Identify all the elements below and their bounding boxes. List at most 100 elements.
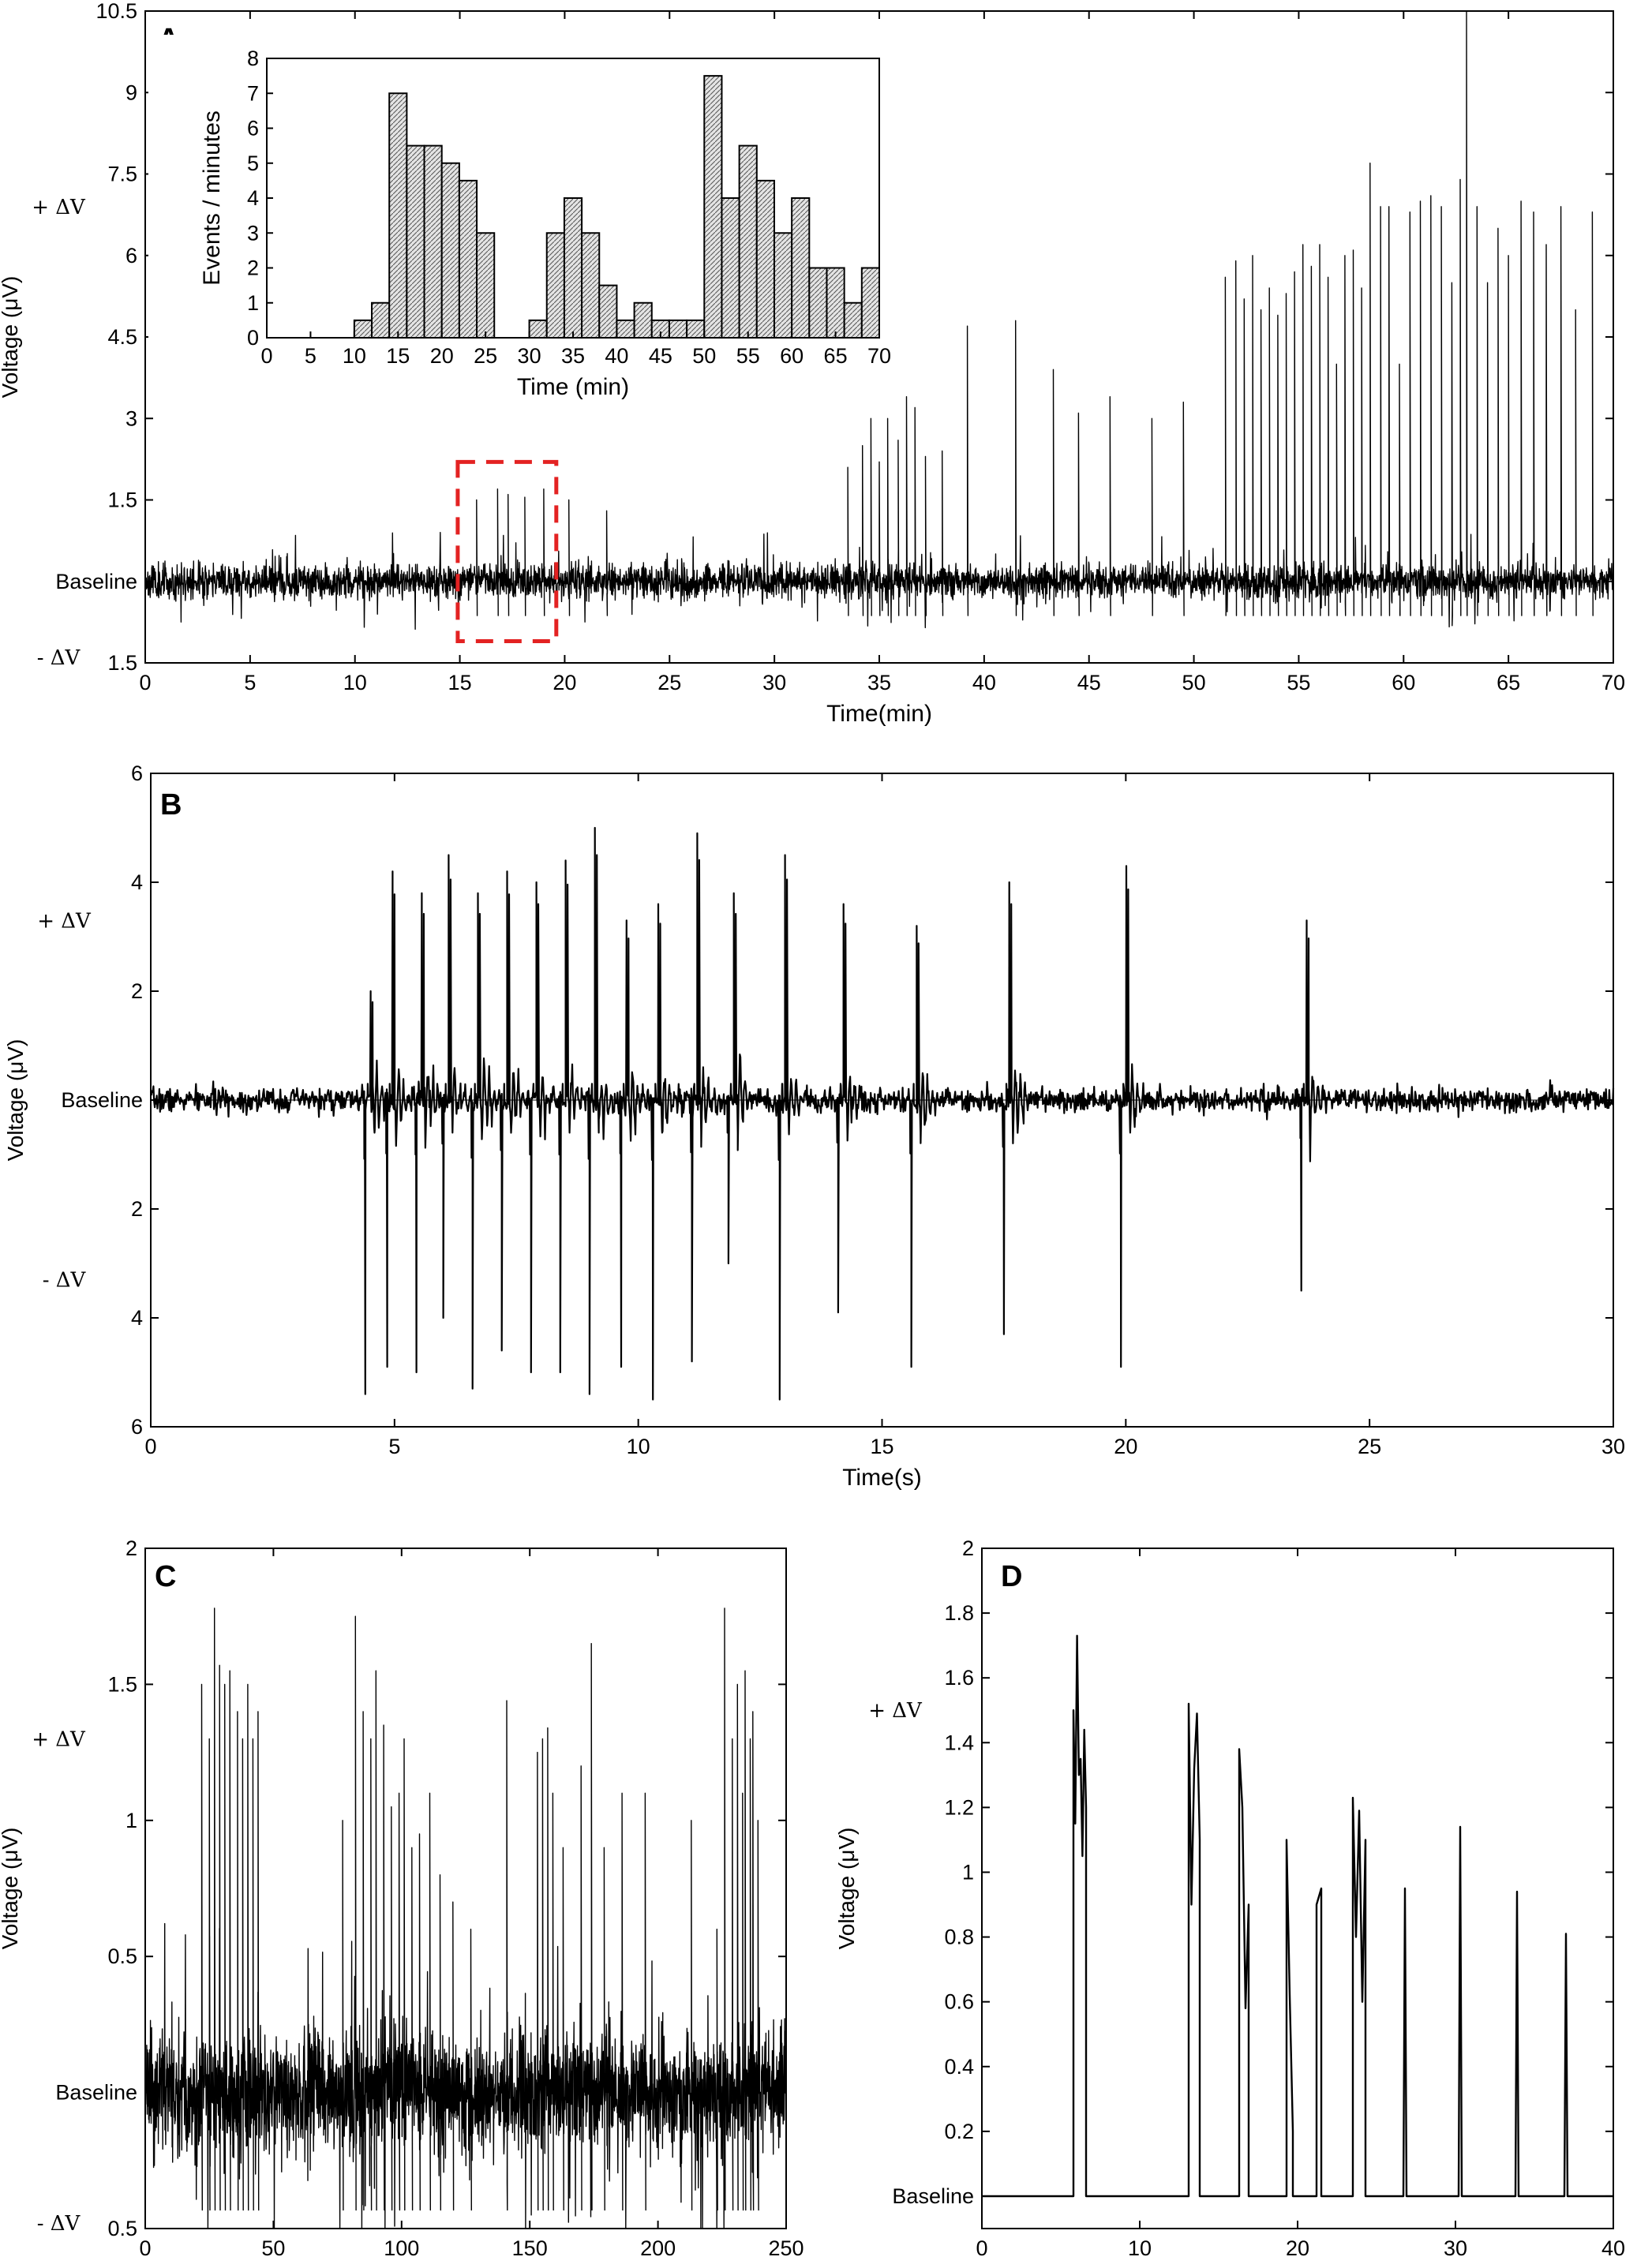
y-tick-label: Baseline	[61, 1088, 143, 1112]
y-tick-label: 1.2	[944, 1795, 974, 1819]
x-tick-label: 0	[139, 671, 151, 694]
histogram-bar-14	[388, 92, 408, 339]
inset-x-tick-label: 60	[780, 344, 804, 368]
y-tick-label: 6	[131, 762, 143, 785]
y-tick-label: 0.5	[107, 1944, 137, 1968]
x-tick-label: 100	[384, 2236, 419, 2260]
y-tick-label: 0.4	[944, 2055, 974, 2079]
histogram-bar-58	[773, 232, 793, 339]
y-axis-label: Voltage (μV)	[0, 1828, 22, 1950]
x-tick-label: 0	[139, 2236, 151, 2260]
y-tick-label: 0.8	[944, 1926, 974, 1949]
inset-y-tick-label: 5	[247, 152, 259, 175]
y-tick-label: 0.2	[944, 2120, 974, 2143]
x-tick-label: 20	[553, 671, 576, 694]
inset-y-tick-label: 6	[247, 117, 259, 140]
x-tick-label: 25	[1358, 1435, 1381, 1458]
x-tick-label: 70	[1601, 671, 1625, 694]
histogram-bar-60	[791, 197, 811, 339]
inset-x-tick-label: 65	[824, 344, 848, 368]
x-axis-label: Time(min)	[826, 701, 932, 727]
x-tick-label: 30	[1444, 2236, 1467, 2260]
inset-x-tick-label: 55	[736, 344, 760, 368]
x-tick-label: 30	[1601, 1435, 1625, 1458]
histogram-bar-12	[371, 301, 391, 339]
histogram-bar-54	[738, 144, 758, 339]
histogram-bar-48	[686, 319, 706, 339]
inset-y-tick-label: 4	[247, 186, 259, 210]
histogram-bar-38	[598, 284, 618, 339]
inset-x-tick-label: 35	[561, 344, 585, 368]
x-tick-label: 15	[870, 1435, 893, 1458]
inset-y-tick-label: 8	[247, 47, 259, 70]
histogram-bar-30	[528, 319, 548, 339]
histogram-bar-40	[616, 319, 635, 339]
y-tick-label: Baseline	[892, 2184, 974, 2208]
histogram-bar-66	[843, 301, 863, 339]
y-tick-label: 10.5	[96, 0, 137, 23]
y-tick-label: 1.5	[107, 651, 137, 675]
y-tick-label: 1.6	[944, 1666, 974, 1690]
histogram-bar-36	[581, 232, 601, 339]
delta-v-label: - ΔV	[37, 646, 81, 670]
x-tick-label: 60	[1392, 671, 1415, 694]
y-axis-label: Voltage (μV)	[0, 276, 22, 399]
x-axis-label: Time(s)	[1258, 2266, 1338, 2268]
inset-x-tick-label: 50	[692, 344, 716, 368]
histogram-bar-68	[860, 267, 881, 339]
panel-a: 0 5 10 15 20 25 30 35 40 45 50 55 60 65 701.5Baseline1…	[0, 0, 1625, 727]
x-tick-label: 50	[1182, 671, 1206, 694]
x-tick-label: 0	[144, 1435, 156, 1458]
x-tick-label: 40	[972, 671, 996, 694]
panel-letter: C	[155, 1560, 176, 1593]
x-tick-label: 45	[1077, 671, 1101, 694]
histogram-bar-10	[353, 319, 373, 339]
y-tick-label: Baseline	[55, 570, 137, 593]
y-tick-label: Baseline	[55, 2081, 137, 2105]
histogram-bar-46	[668, 319, 688, 339]
y-tick-label: 0.5	[107, 2217, 137, 2240]
histogram-bar-34	[563, 197, 583, 339]
inset-x-tick-label: 5	[305, 344, 317, 368]
y-tick-label: 9	[125, 80, 137, 104]
x-tick-label: 55	[1287, 671, 1310, 694]
histogram-bar-62	[808, 267, 828, 339]
x-tick-label: 65	[1497, 671, 1520, 694]
x-tick-label: 25	[657, 671, 681, 694]
y-tick-label: 2	[131, 979, 143, 1003]
inset-x-axis-label: Time (min)	[517, 374, 629, 400]
inset-y-tick-label: 3	[247, 221, 259, 245]
y-tick-label: 4.5	[107, 325, 137, 349]
y-tick-label: 3	[125, 406, 137, 430]
histogram-bar-50	[703, 75, 723, 339]
inset-x-tick-label: 25	[474, 344, 497, 368]
inset-y-tick-label: 0	[247, 326, 259, 350]
x-tick-label: 5	[244, 671, 256, 694]
y-tick-label: 0.6	[944, 1990, 974, 2014]
inset-x-tick-label: 20	[430, 344, 454, 368]
plot-frame	[144, 1548, 787, 2229]
panel-b: 0 5 10 15 20 25 30 6 4 2 Baseline 2 4 6 + ΔV - ΔV Time(s…	[3, 762, 1625, 1491]
x-tick-label: 150	[512, 2236, 548, 2260]
x-tick-label: 0	[976, 2236, 987, 2260]
inset-x-tick-label: 10	[343, 344, 366, 368]
panel-letter: B	[160, 788, 182, 821]
y-tick-label: 4	[131, 870, 143, 894]
voltage-trace	[144, 10, 1614, 631]
inset-y-tick-label: 7	[247, 81, 259, 105]
delta-v-label: + ΔV	[32, 1727, 86, 1751]
y-tick-label: 2	[962, 1536, 974, 1560]
x-tick-label: 20	[1114, 1435, 1137, 1458]
y-tick-label: 1.5	[107, 1672, 137, 1696]
voltage-trace	[149, 826, 1615, 1401]
panel-c: 0 50 100 150 200 250 0.5 Baseline 0.5 1 1.5 2 + ΔV - …	[0, 1536, 804, 2268]
x-tick-label: 10	[1128, 2236, 1152, 2260]
x-tick-label: 35	[867, 671, 891, 694]
x-axis-label: Time(s)	[426, 2266, 506, 2268]
y-tick-label: 1.5	[107, 488, 137, 512]
inset-x-tick-label: 0	[260, 344, 272, 368]
histogram-bar-52	[721, 197, 740, 339]
delta-v-label: + ΔV	[37, 909, 92, 933]
histogram-bar-18	[423, 144, 443, 339]
